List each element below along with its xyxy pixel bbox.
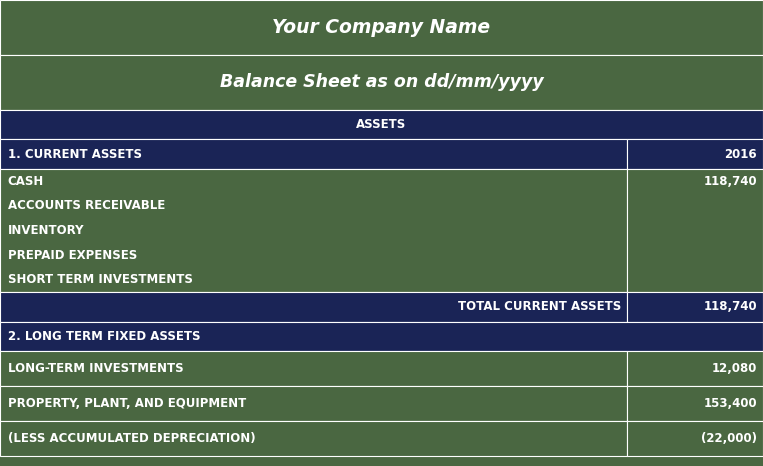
- Text: 12,080: 12,080: [712, 362, 757, 375]
- Text: LONG-TERM INVESTMENTS: LONG-TERM INVESTMENTS: [8, 362, 183, 375]
- Bar: [0, 386, 627, 421]
- Bar: [0, 0, 763, 55]
- Bar: [0, 322, 763, 351]
- Bar: [627, 139, 763, 169]
- Text: Balance Sheet as on dd/mm/yyyy: Balance Sheet as on dd/mm/yyyy: [220, 74, 543, 91]
- Text: PROPERTY, PLANT, AND EQUIPMENT: PROPERTY, PLANT, AND EQUIPMENT: [8, 397, 246, 410]
- Text: TOTAL CURRENT ASSETS: TOTAL CURRENT ASSETS: [458, 301, 621, 313]
- Text: 153,400: 153,400: [703, 397, 757, 410]
- Text: 2. LONG TERM FIXED ASSETS: 2. LONG TERM FIXED ASSETS: [8, 330, 200, 343]
- Bar: [0, 292, 627, 322]
- Text: ACCOUNTS RECEIVABLE: ACCOUNTS RECEIVABLE: [8, 199, 165, 212]
- Bar: [0, 139, 627, 169]
- Text: SHORT TERM INVESTMENTS: SHORT TERM INVESTMENTS: [8, 274, 192, 286]
- Bar: [627, 169, 763, 292]
- Text: INVENTORY: INVENTORY: [8, 224, 84, 237]
- Bar: [0, 351, 627, 386]
- Text: PREPAID EXPENSES: PREPAID EXPENSES: [8, 249, 137, 261]
- Text: CASH: CASH: [8, 175, 44, 187]
- Text: Your Company Name: Your Company Name: [272, 18, 491, 37]
- Text: 2016: 2016: [724, 148, 757, 160]
- Text: ASSETS: ASSETS: [356, 118, 407, 131]
- Text: 1. CURRENT ASSETS: 1. CURRENT ASSETS: [8, 148, 142, 160]
- Bar: [0, 55, 763, 110]
- Text: (LESS ACCUMULATED DEPRECIATION): (LESS ACCUMULATED DEPRECIATION): [8, 432, 256, 445]
- Bar: [0, 421, 627, 456]
- Bar: [0, 110, 763, 139]
- Bar: [627, 386, 763, 421]
- Text: 118,740: 118,740: [703, 175, 757, 187]
- Bar: [627, 351, 763, 386]
- Text: (22,000): (22,000): [701, 432, 757, 445]
- Text: 118,740: 118,740: [703, 301, 757, 313]
- Bar: [627, 292, 763, 322]
- Bar: [0, 169, 627, 292]
- Bar: [627, 421, 763, 456]
